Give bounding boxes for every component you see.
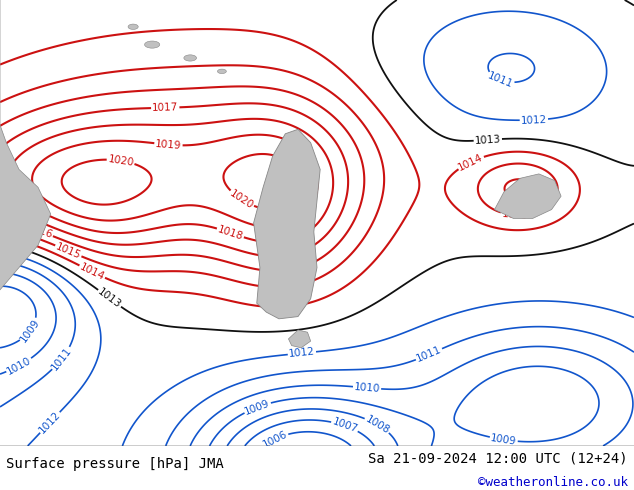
Text: 1010: 1010 <box>354 382 380 394</box>
Ellipse shape <box>217 69 226 74</box>
Text: 1006: 1006 <box>261 429 289 450</box>
Text: 1012: 1012 <box>37 410 63 436</box>
Ellipse shape <box>128 24 138 29</box>
Text: 1017: 1017 <box>152 102 179 113</box>
Text: ©weatheronline.co.uk: ©weatheronline.co.uk <box>477 476 628 489</box>
Text: 1013: 1013 <box>474 134 501 146</box>
Text: 1011: 1011 <box>49 345 74 372</box>
Text: 1009: 1009 <box>18 317 42 344</box>
Text: 1009: 1009 <box>490 433 517 446</box>
Text: 1019: 1019 <box>155 139 182 150</box>
Text: 1011: 1011 <box>415 344 443 364</box>
Polygon shape <box>288 330 311 348</box>
Polygon shape <box>495 174 561 219</box>
Text: Sa 21-09-2024 12:00 UTC (12+24): Sa 21-09-2024 12:00 UTC (12+24) <box>368 451 628 465</box>
Polygon shape <box>0 0 51 312</box>
Text: Surface pressure [hPa] JMA: Surface pressure [hPa] JMA <box>6 457 224 470</box>
Text: 1008: 1008 <box>363 414 391 436</box>
Text: 1014: 1014 <box>78 262 107 282</box>
Polygon shape <box>254 129 320 319</box>
Text: 1010: 1010 <box>5 355 33 376</box>
Text: 1020: 1020 <box>228 188 256 211</box>
Text: 1012: 1012 <box>521 114 547 125</box>
Text: 1016: 1016 <box>25 221 54 241</box>
Text: 1015: 1015 <box>55 241 82 261</box>
Text: 1015: 1015 <box>501 209 528 221</box>
Text: 1013: 1013 <box>96 287 123 310</box>
Text: 1018: 1018 <box>216 224 245 242</box>
Ellipse shape <box>145 41 160 48</box>
Text: 1020: 1020 <box>107 154 134 168</box>
Text: 1014: 1014 <box>456 152 485 172</box>
Text: 1009: 1009 <box>243 398 271 416</box>
Ellipse shape <box>184 55 197 61</box>
Text: 1012: 1012 <box>288 347 316 360</box>
Text: 1011: 1011 <box>486 71 515 90</box>
Text: 1007: 1007 <box>331 416 359 435</box>
